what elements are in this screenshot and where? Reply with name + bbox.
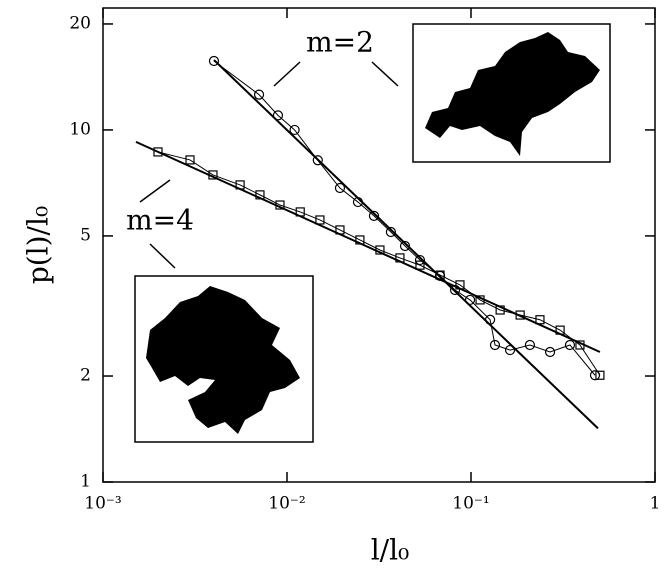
circle-marker [484, 314, 496, 325]
circle-marker [368, 210, 380, 221]
circle-marker [352, 196, 364, 208]
series-line [157, 151, 601, 376]
y-tick-label: 10 [69, 119, 91, 139]
square-marker [495, 305, 505, 315]
square-marker [235, 180, 245, 190]
inset-m4 [134, 275, 314, 443]
square-marker [185, 155, 195, 165]
square-marker [255, 190, 265, 200]
square-marker [475, 295, 485, 305]
plot-frame [102, 7, 656, 483]
x-axis-label: l/l₀ [371, 534, 410, 567]
circle-marker [504, 344, 516, 356]
y-tick-label: 20 [69, 13, 91, 33]
square-marker [153, 147, 163, 157]
circle-marker [489, 339, 501, 351]
circle-marker [312, 155, 323, 166]
circle-marker [524, 339, 536, 351]
y-axis-label: p(l)/l₀ [22, 206, 55, 284]
square-marker [355, 235, 365, 245]
y-tick-label: 5 [80, 225, 91, 245]
square-marker [555, 325, 565, 335]
circle-marker [272, 110, 284, 121]
fit-line [135, 140, 601, 353]
circle-marker [334, 182, 346, 194]
x-tick-label: 1 [650, 494, 661, 514]
square-marker [455, 280, 465, 290]
square-marker [435, 270, 445, 280]
circle-marker [289, 124, 300, 136]
annotation-leaders [139, 61, 399, 269]
x-tick-label: 10⁻³ [84, 494, 121, 514]
circle-marker [253, 89, 265, 100]
annotation: m=4 [126, 204, 194, 237]
square-marker [395, 253, 405, 263]
x-tick-label: 10⁻¹ [452, 494, 489, 514]
inset-m2 [412, 23, 611, 163]
fit-line [213, 59, 599, 430]
square-marker [295, 207, 305, 217]
square-marker [275, 200, 285, 210]
square-marker [335, 225, 345, 235]
y-tick-label: 2 [80, 366, 91, 386]
circle-marker [385, 226, 396, 238]
circle-marker [464, 294, 476, 306]
square-marker [515, 310, 525, 320]
square-marker [535, 315, 545, 325]
circle-marker [414, 254, 426, 266]
square-marker [208, 170, 218, 180]
circle-marker [544, 346, 556, 358]
square-marker [315, 215, 325, 225]
annotation: m=2 [306, 26, 374, 59]
series-line [213, 60, 596, 376]
circle-marker [564, 339, 576, 351]
circle-marker [208, 55, 220, 67]
circle-marker [399, 240, 411, 252]
square-marker [375, 245, 385, 255]
square-marker [575, 340, 585, 350]
circle-marker [449, 284, 461, 296]
y-tick-label: 1 [80, 472, 91, 492]
x-tick-label: 10⁻² [268, 494, 305, 514]
square-marker [415, 260, 425, 270]
square-marker [595, 370, 605, 380]
